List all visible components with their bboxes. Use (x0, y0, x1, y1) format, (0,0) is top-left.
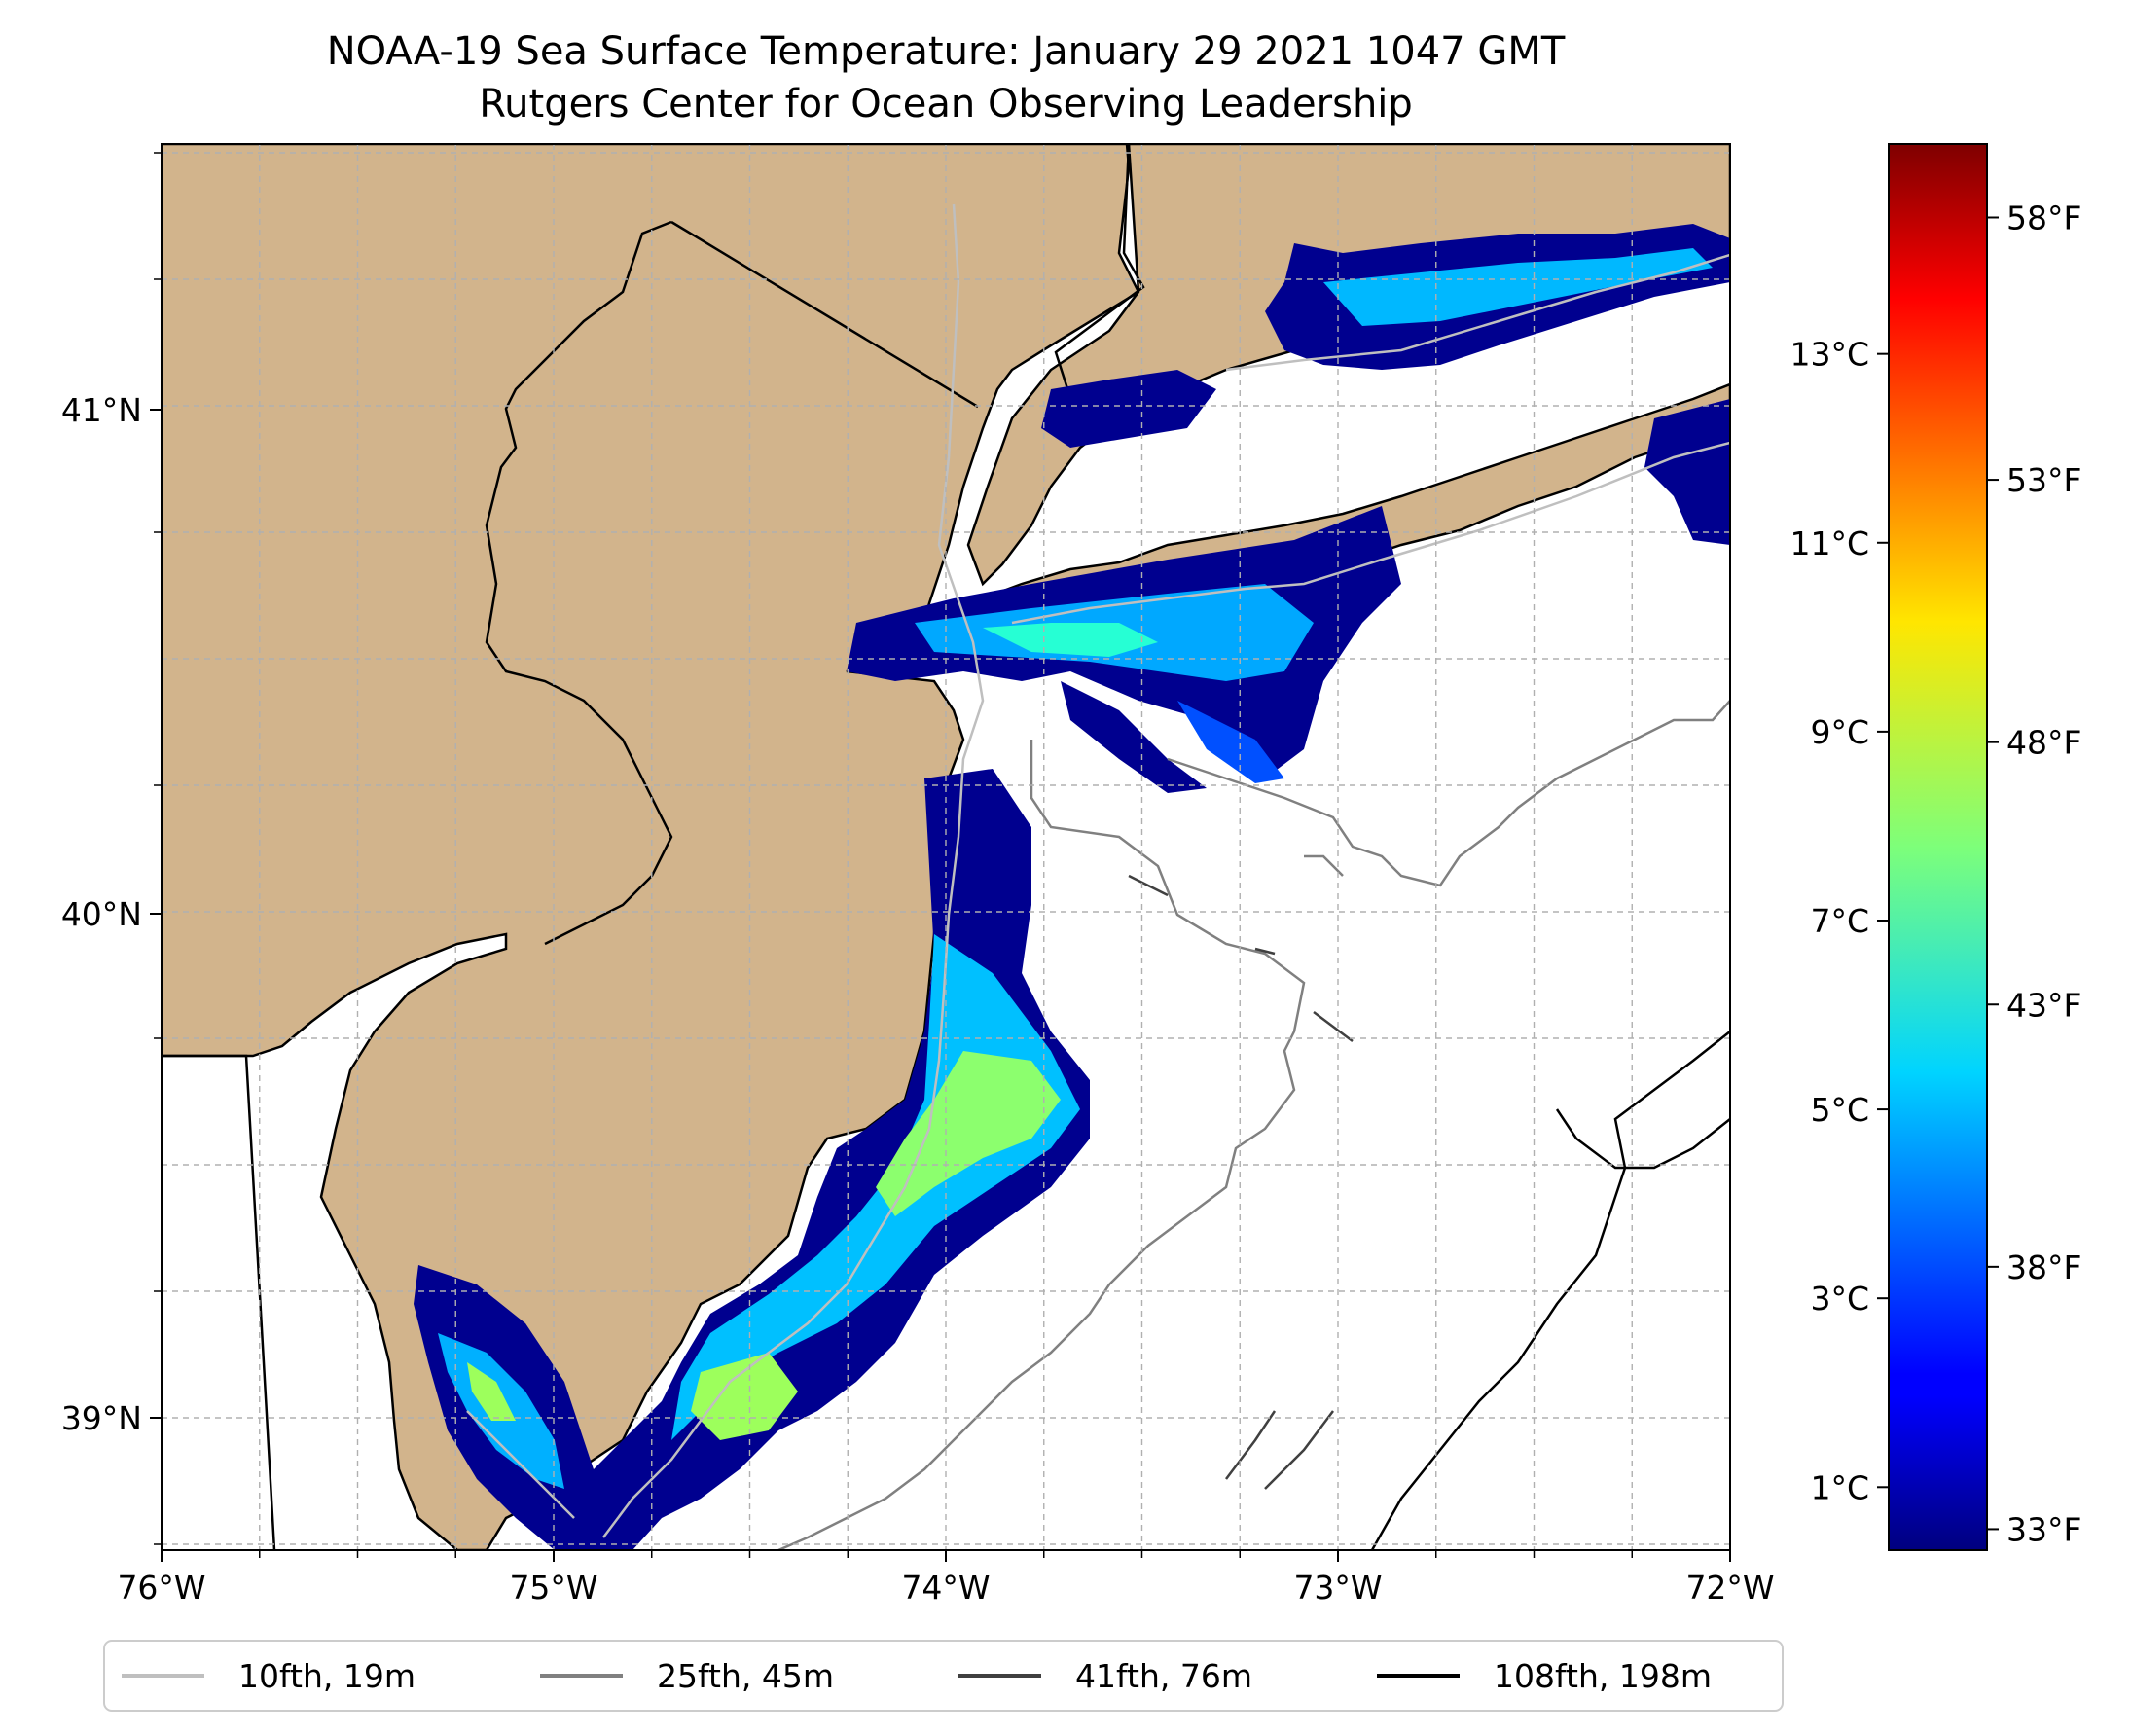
colorbar-celsius-ticks: 1°C 3°C 5°C 7°C 9°C 11°C 13°C (1789, 336, 1889, 1506)
map-panel (162, 144, 1730, 1550)
fahrenheit-tick-label: 48°F (2006, 724, 2081, 762)
colorbar (1888, 143, 1988, 1551)
legend-label: 108fth, 198m (1494, 1657, 1712, 1695)
celsius-tick-label: 9°C (1810, 713, 1869, 751)
fahrenheit-tick-label: 58°F (2006, 199, 2081, 236)
chart-title-line1: NOAA-19 Sea Surface Temperature: January… (327, 29, 1566, 74)
isobath-41fth (1128, 874, 1354, 1490)
lat-tick-label: 41°N (61, 391, 142, 429)
latitude-axis: 41°N 40°N 39°N (61, 391, 162, 1437)
celsius-tick-label: 11°C (1789, 524, 1869, 562)
fahrenheit-tick-label: 43°F (2006, 986, 2081, 1024)
state-boundary-ny-ct (1054, 144, 1145, 429)
colorbar-fahrenheit-ticks: 33°F 38°F 43°F 48°F 53°F 58°F (1987, 199, 2081, 1548)
lon-tick-label: 72°W (1685, 1569, 1774, 1607)
isobath-25fth (777, 700, 1730, 1550)
delaware-river (485, 220, 673, 946)
gridlines (162, 144, 1730, 1550)
lon-tick-label: 75°W (509, 1569, 597, 1607)
map-minor-ticks (154, 152, 1633, 1558)
lon-tick-label: 76°W (117, 1569, 205, 1607)
sst-data (414, 224, 1730, 1550)
legend-frame (103, 1640, 1784, 1712)
legend-label: 25fth, 45m (657, 1657, 834, 1695)
isobath-10fth (466, 203, 1730, 1538)
state-boundary-nj-ny (670, 220, 979, 409)
lat-tick-label: 40°N (61, 895, 142, 933)
legend-label: 41fth, 76m (1075, 1657, 1252, 1695)
land-new-jersey (162, 144, 1140, 1550)
longitude-axis: 76°W 75°W 74°W 73°W 72°W (117, 1550, 1775, 1607)
state-boundary-pa-de (162, 1054, 276, 1550)
celsius-tick-label: 1°C (1810, 1468, 1869, 1506)
chart-title-line2: Rutgers Center for Ocean Observing Leade… (479, 82, 1413, 127)
lon-tick-label: 73°W (1293, 1569, 1382, 1607)
isobath-108fth (1370, 1031, 1730, 1550)
fahrenheit-tick-label: 38°F (2006, 1248, 2081, 1286)
isobath-legend: 10fth, 19m 25fth, 45m 41fth, 76m 108fth, 19… (103, 1640, 1784, 1712)
celsius-tick-label: 5°C (1810, 1091, 1869, 1129)
celsius-tick-label: 7°C (1810, 902, 1869, 940)
celsius-tick-label: 3°C (1810, 1280, 1869, 1318)
fahrenheit-tick-label: 53°F (2006, 461, 2081, 499)
celsius-tick-label: 13°C (1789, 336, 1869, 374)
lon-tick-label: 74°W (901, 1569, 990, 1607)
fahrenheit-tick-label: 33°F (2006, 1510, 2081, 1548)
lat-tick-label: 39°N (61, 1399, 142, 1437)
legend-label: 10fth, 19m (238, 1657, 416, 1695)
